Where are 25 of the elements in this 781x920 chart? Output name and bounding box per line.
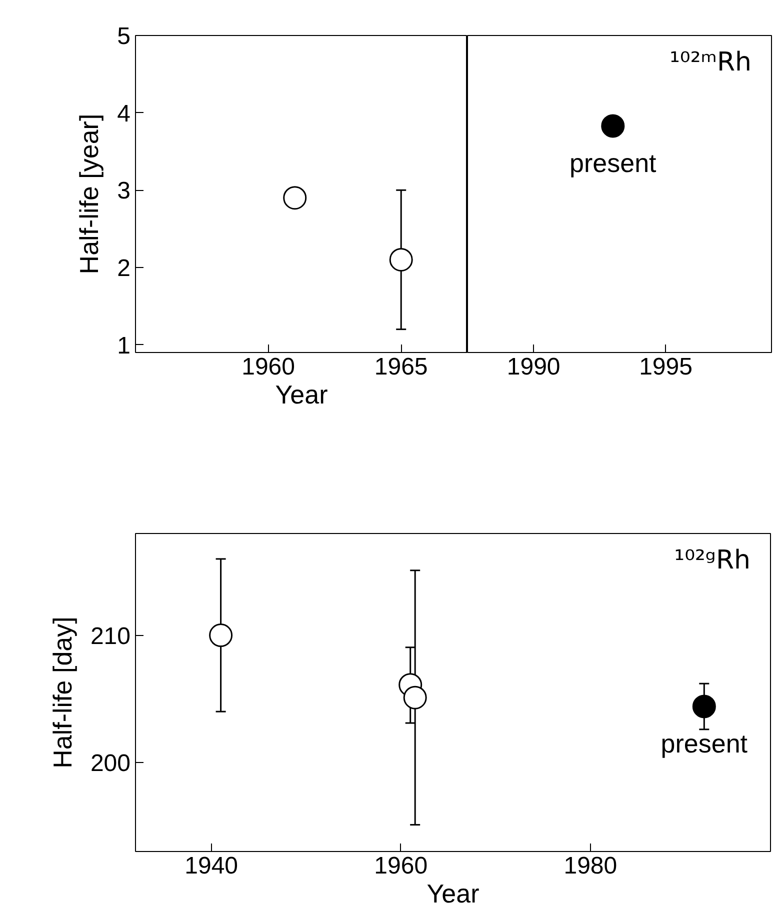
point xyxy=(403,686,427,710)
point xyxy=(692,694,716,718)
x-tick-label: 1940 xyxy=(184,852,238,880)
annotation: ¹⁰²ᵍRh xyxy=(674,546,751,576)
x-tick-label: 1960 xyxy=(374,852,428,880)
annotation: present xyxy=(570,148,658,178)
x-tick-label: 1965 xyxy=(374,354,428,380)
y-tick-label: 200 xyxy=(90,750,131,777)
point xyxy=(209,624,233,647)
x-tick-label: 1995 xyxy=(639,354,692,380)
x-axis-title: Year xyxy=(275,380,328,410)
annotation: ¹⁰²ᵐRh xyxy=(669,48,752,78)
y-axis-title: Half-life [year] xyxy=(74,114,104,274)
y-tick-label: 1 xyxy=(117,332,131,360)
y-axis-title: Half-life [day] xyxy=(47,616,78,768)
x-tick-label: 1990 xyxy=(506,354,560,380)
x-tick-label: 1980 xyxy=(564,852,618,880)
annotation: present xyxy=(660,728,748,758)
y-tick-label: 2 xyxy=(117,254,131,282)
y-tick-label: 3 xyxy=(117,178,131,205)
x-axis-title: Year xyxy=(426,878,480,908)
x-tick-label: 1960 xyxy=(242,354,295,380)
y-tick-label: 4 xyxy=(117,100,131,128)
y-tick-label: 5 xyxy=(117,23,131,50)
y-tick-label: 210 xyxy=(90,622,131,650)
